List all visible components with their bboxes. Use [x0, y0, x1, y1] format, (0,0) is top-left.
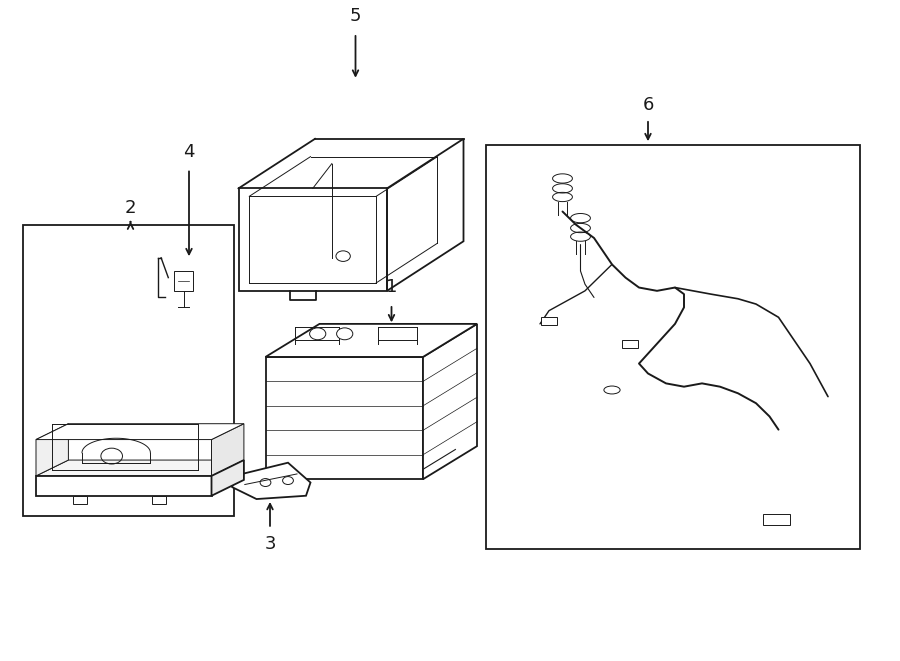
- Polygon shape: [212, 460, 244, 496]
- Polygon shape: [151, 496, 166, 504]
- Circle shape: [310, 328, 326, 340]
- Polygon shape: [36, 460, 244, 476]
- Polygon shape: [266, 357, 423, 479]
- Bar: [622, 340, 638, 348]
- Text: 3: 3: [265, 535, 275, 553]
- Bar: [541, 317, 557, 325]
- Bar: [763, 514, 790, 525]
- Text: 4: 4: [184, 143, 194, 161]
- Text: 2: 2: [125, 199, 136, 217]
- Polygon shape: [212, 424, 244, 476]
- Circle shape: [260, 479, 271, 486]
- Polygon shape: [232, 463, 310, 499]
- Bar: [174, 271, 194, 291]
- Polygon shape: [73, 496, 87, 504]
- Circle shape: [283, 477, 293, 485]
- Ellipse shape: [604, 386, 620, 394]
- Text: 5: 5: [350, 7, 361, 25]
- Polygon shape: [266, 324, 477, 357]
- Text: 1: 1: [386, 278, 397, 296]
- Polygon shape: [36, 424, 244, 440]
- Polygon shape: [36, 476, 211, 496]
- Bar: [486, 145, 860, 549]
- Text: 6: 6: [643, 96, 653, 114]
- Circle shape: [337, 328, 353, 340]
- Polygon shape: [423, 324, 477, 479]
- Bar: [22, 225, 234, 516]
- Polygon shape: [36, 424, 68, 476]
